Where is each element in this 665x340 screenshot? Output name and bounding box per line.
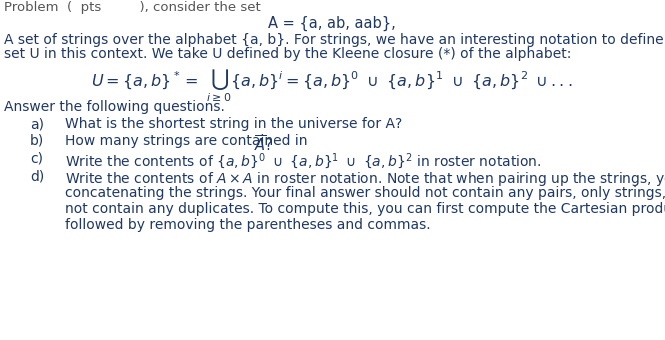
Text: concatenating the strings. Your final answer should not contain any pairs, only : concatenating the strings. Your final an…: [65, 186, 665, 200]
Text: How many strings are contained in: How many strings are contained in: [65, 134, 312, 148]
Text: Problem  (  pts         ), consider the set: Problem ( pts ), consider the set: [4, 1, 261, 14]
Text: b): b): [30, 134, 45, 148]
Text: c): c): [30, 151, 43, 165]
Text: $\mathit{U} = \mathit{\{a,b\}^* =}\ \bigcup_{i \geq 0}\mathit{\{a,b\}^i} = \math: $\mathit{U} = \mathit{\{a,b\}^* =}\ \big…: [91, 68, 573, 104]
Text: d): d): [30, 170, 45, 184]
Text: $\overline{A}$?: $\overline{A}$?: [254, 134, 273, 154]
Text: not contain any duplicates. To compute this, you can first compute the Cartesian: not contain any duplicates. To compute t…: [65, 202, 665, 216]
Text: What is the shortest string in the universe for A?: What is the shortest string in the unive…: [65, 117, 402, 131]
Text: Answer the following questions.: Answer the following questions.: [4, 100, 225, 114]
Text: Write the contents of $A \times A$ in roster notation. Note that when pairing up: Write the contents of $A \times A$ in ro…: [65, 170, 665, 188]
Text: followed by removing the parentheses and commas.: followed by removing the parentheses and…: [65, 218, 431, 232]
Text: A = {a, ab, aab},: A = {a, ab, aab},: [268, 16, 396, 31]
Text: Write the contents of $\{a, b\}^0\ \cup\ \{a,b\}^1\ \cup\ \{a,b\}^2$ in roster n: Write the contents of $\{a, b\}^0\ \cup\…: [65, 151, 541, 171]
Text: set U in this context. We take U defined by the Kleene closure (*) of the alphab: set U in this context. We take U defined…: [4, 47, 571, 61]
Text: a): a): [30, 117, 44, 131]
Text: A set of strings over the alphabet {a, b}. For strings, we have an interesting n: A set of strings over the alphabet {a, b…: [4, 33, 665, 47]
